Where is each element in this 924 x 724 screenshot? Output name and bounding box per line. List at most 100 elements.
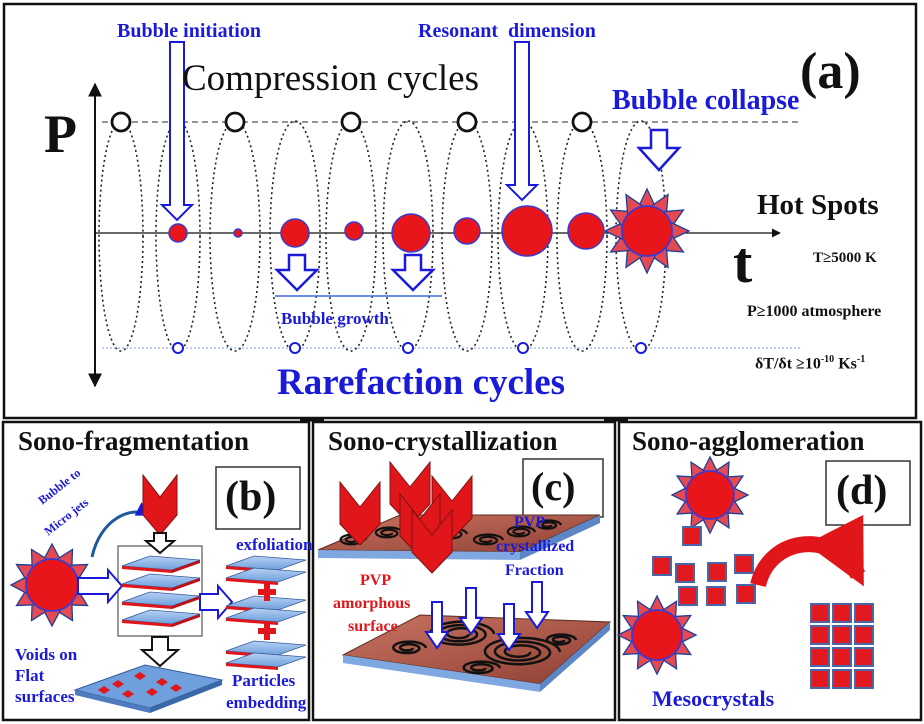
lower-pvp-plate <box>341 614 612 692</box>
rarefaction-markers <box>172 342 647 354</box>
mesocrystal-square <box>810 647 830 667</box>
rate-unit: Ks <box>834 355 857 373</box>
flat-surface-plate <box>73 664 224 713</box>
particles-label-2: embedding <box>226 693 307 712</box>
void-mark <box>112 680 124 688</box>
panel-d-label: (d) <box>836 468 888 514</box>
sheet-edge <box>172 578 200 591</box>
cavitation-bubble-d-bottom <box>616 594 698 676</box>
void-mark <box>156 678 168 686</box>
mesocrystal-square <box>832 625 852 645</box>
bubble-collapse-label: Bubble collapse <box>612 85 800 116</box>
sheet-edge <box>122 602 172 609</box>
mesocrystal-square <box>810 625 830 645</box>
nanoparticle-square <box>675 563 695 583</box>
void-mark <box>170 684 182 692</box>
crystal-spiral <box>483 636 562 666</box>
down-arrow <box>496 603 522 652</box>
down-arrows-b <box>139 532 181 668</box>
down-arrow <box>424 601 450 650</box>
t-axis-label: t <box>733 230 753 295</box>
nanoparticle-square <box>734 554 754 574</box>
crystal-spiral <box>472 533 505 546</box>
rate-base: δT/δt ≥10 <box>755 355 821 373</box>
voids-label-1: Voids on <box>15 645 78 664</box>
pvp-crystallized-3: Fraction <box>505 562 564 579</box>
p-axis-label: P <box>44 104 77 164</box>
collapsing-bubble <box>603 187 691 275</box>
panel-c-label: (c) <box>531 464 576 509</box>
mesocrystal-square <box>854 647 874 667</box>
microjet-chevron <box>339 480 381 546</box>
pvp-crystallized-2: crystallized <box>496 538 575 555</box>
mesocrystal-square <box>832 603 852 623</box>
hot-spots-temperature: T≥5000 K <box>813 250 877 266</box>
nanoparticle-square <box>706 586 726 606</box>
compression-markers <box>110 111 593 133</box>
pvp-amorphous-3: surface <box>348 618 398 635</box>
void-mark <box>146 688 158 696</box>
micro-jet-curve-arrow <box>90 502 152 558</box>
mesocrystal-block <box>810 603 874 689</box>
sheet-edge <box>172 560 200 573</box>
panel-b-title: Sono-fragmentation <box>18 426 249 456</box>
exfoliated-sheets <box>225 555 307 670</box>
pvp-amorphous-1: PVP <box>360 572 392 589</box>
microjet-chevron-b <box>142 473 178 536</box>
mesocrystal-square <box>832 647 852 667</box>
mesocrystal-square <box>854 669 874 689</box>
panel-d-frame <box>617 420 923 722</box>
bubble-initiation-arrow <box>159 41 195 222</box>
panel-d-title: Sono-agglomeration <box>632 426 865 456</box>
bubble-growth-label: Bubble growth <box>281 309 389 328</box>
voids-label-2: Flat <box>15 666 45 685</box>
sheet-edge <box>226 663 278 670</box>
void-mark <box>98 686 110 694</box>
layered-sheets <box>121 555 201 627</box>
pvp-amorphous-2: amorphous <box>333 595 411 612</box>
sheet-edge <box>172 596 200 609</box>
panel-b-frame <box>1 420 311 722</box>
flow-arrows-b <box>77 567 234 621</box>
microjet-chevron <box>411 508 453 574</box>
crystal-spiral <box>506 525 537 538</box>
bubble-collapse-arrow <box>636 128 682 172</box>
void-mark <box>134 672 146 680</box>
agglomeration-arrow <box>750 514 866 588</box>
nanoparticle-square <box>682 526 702 546</box>
sheet-edge <box>172 614 200 627</box>
panel-d-label-box <box>825 460 911 526</box>
panel-c-label-box <box>522 458 604 518</box>
resonant-dimension-arrow <box>504 41 540 202</box>
crystal-spiral <box>545 633 578 646</box>
down-arrow <box>524 581 550 630</box>
cavitation-bubble-b <box>9 542 95 628</box>
mesocrystal-square <box>854 603 874 623</box>
panel-b-label-box <box>215 466 301 530</box>
void-mark <box>122 690 134 698</box>
resonant-dimension-label: Resonant dimension <box>418 20 596 42</box>
cavitation-bubble-d-top <box>670 455 750 535</box>
rarefaction-cycles-label: Rarefaction cycles <box>277 362 566 403</box>
voids-label-3: surfaces <box>15 687 75 706</box>
compression-cycles-label: Compression cycles <box>182 58 479 99</box>
nanoparticle-square <box>707 562 727 582</box>
rate-exponent: -10 <box>820 354 835 365</box>
hot-spots-cooling-rate: δT/δt ≥10-10 Ks-1 <box>755 355 865 372</box>
bubble-sequence <box>168 205 605 257</box>
exfoliation-label: exfoliation <box>236 535 313 554</box>
panel-b-label: (b) <box>225 474 277 520</box>
particles-label-1: Particles <box>232 671 296 690</box>
crystal-spiral <box>374 526 405 539</box>
down-arrows-c <box>424 581 550 652</box>
crystal-spiral <box>392 640 428 655</box>
hot-spots-title: Hot Spots <box>757 189 879 221</box>
pvp-crystallized-1: PVP <box>514 514 546 531</box>
crystal-spiral <box>536 519 563 530</box>
bubble-initiation-label: Bubble initiation <box>117 20 261 42</box>
plus-signs <box>258 583 276 640</box>
hot-spots-pressure: P≥1000 atmosphere <box>747 303 882 320</box>
mesocrystal-square <box>810 603 830 623</box>
nanoparticle-square <box>652 556 672 576</box>
